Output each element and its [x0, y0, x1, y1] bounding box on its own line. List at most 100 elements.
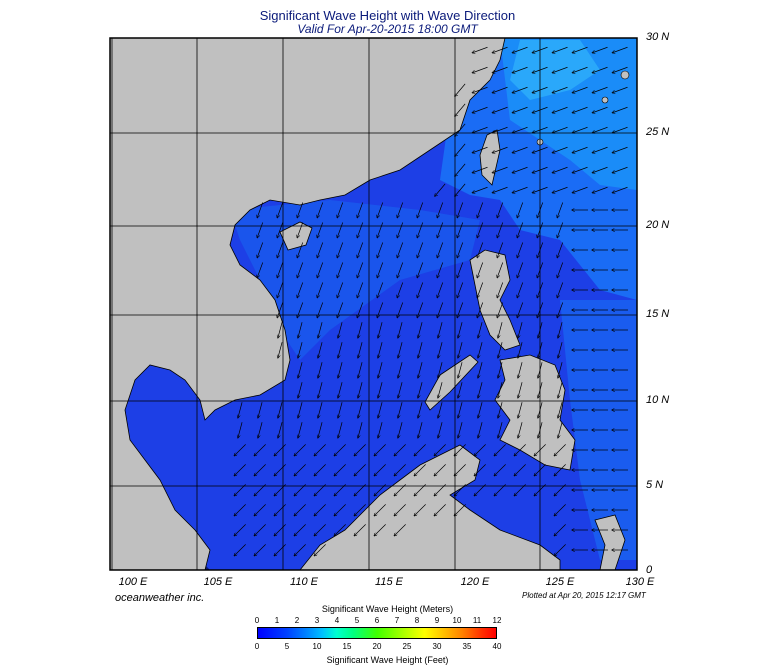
wave-direction-arrow	[297, 282, 304, 297]
wave-direction-arrow	[554, 504, 566, 515]
wave-direction-arrow	[297, 222, 304, 237]
wave-direction-arrow	[438, 362, 443, 377]
wave-direction-arrow	[298, 382, 303, 397]
wave-direction-arrow	[457, 302, 464, 317]
wave-direction-arrow	[538, 322, 543, 337]
wave-direction-arrow	[532, 86, 548, 92]
wave-direction-arrow	[454, 504, 466, 515]
wave-direction-arrow	[358, 382, 363, 397]
wave-direction-arrow	[478, 402, 483, 417]
wave-direction-arrows	[234, 46, 628, 555]
wave-direction-arrow	[518, 382, 523, 397]
wave-direction-arrow	[478, 322, 483, 337]
lon-label: 125 E	[545, 576, 575, 588]
wave-direction-arrow	[517, 202, 524, 217]
wave-direction-arrow	[234, 524, 246, 535]
wave-direction-arrow	[294, 464, 306, 475]
meters-tick: 7	[394, 616, 400, 625]
wave-direction-arrow	[537, 262, 544, 277]
wave-direction-arrow	[572, 66, 588, 72]
wave-direction-arrow	[398, 362, 403, 377]
wave-direction-arrow	[394, 484, 406, 495]
wave-direction-arrow	[437, 242, 444, 257]
wave-direction-arrow	[554, 484, 566, 495]
wave-direction-arrow	[254, 544, 266, 555]
wave-direction-arrow	[497, 202, 504, 217]
wave-direction-arrow	[537, 282, 544, 297]
feet-tick: 15	[342, 642, 352, 651]
wave-direction-arrow	[354, 504, 366, 515]
wave-direction-arrow	[558, 342, 563, 357]
wave-direction-arrow	[498, 402, 503, 417]
wave-direction-arrow	[374, 504, 386, 515]
wave-direction-arrow	[557, 262, 564, 277]
lon-label: 115 E	[375, 576, 403, 588]
wave-direction-arrow	[314, 524, 326, 535]
wave-direction-arrow	[437, 302, 444, 317]
mainland-asia-land	[110, 38, 506, 570]
wave-direction-arrow	[532, 186, 548, 192]
wave-direction-arrow	[418, 402, 423, 417]
wave-direction-arrow	[554, 544, 566, 555]
wave-direction-arrow	[517, 302, 524, 317]
wave-direction-arrow	[298, 342, 303, 357]
wave-direction-arrow	[254, 464, 266, 475]
lon-label: 105 E	[203, 576, 233, 588]
wave-direction-arrow	[554, 464, 566, 475]
wave-direction-arrow	[612, 186, 628, 192]
wave-direction-arrow	[277, 302, 284, 317]
wave-direction-arrow	[257, 202, 264, 217]
wave-direction-arrow	[457, 222, 464, 237]
wave-direction-arrow	[572, 86, 588, 92]
wave-direction-arrow	[532, 166, 548, 172]
wave-direction-arrow	[334, 524, 346, 535]
wave-direction-arrow	[457, 282, 464, 297]
wave-direction-arrow	[534, 484, 546, 495]
wave-direction-arrow	[592, 46, 608, 52]
wave-direction-arrow	[418, 382, 423, 397]
wave-direction-arrow	[477, 242, 484, 257]
feet-tick: 10	[312, 642, 322, 651]
wave-direction-arrow	[472, 106, 488, 112]
wave-direction-arrow	[612, 126, 628, 132]
wave-direction-arrow	[357, 202, 364, 217]
wave-direction-arrow	[337, 262, 344, 277]
wave-direction-arrow	[498, 342, 503, 357]
wave-direction-arrow	[532, 66, 548, 72]
wave-direction-arrow	[397, 262, 404, 277]
wave-direction-arrow	[377, 222, 384, 237]
wave-direction-arrow	[357, 302, 364, 317]
wave-direction-arrow	[454, 444, 466, 455]
wave-direction-arrow	[474, 464, 486, 475]
wave-direction-arrow	[294, 524, 306, 535]
wave-direction-arrow	[477, 262, 484, 277]
wave-direction-arrow	[517, 262, 524, 277]
wave-direction-arrow	[354, 444, 366, 455]
wave-direction-arrow	[274, 544, 286, 555]
wave-direction-arrow	[434, 504, 446, 515]
sulawesi-land	[594, 514, 626, 570]
wave-direction-arrow	[234, 484, 246, 495]
wave-direction-arrow	[414, 484, 426, 495]
wave-direction-arrow	[472, 146, 488, 152]
colorbar-meters-title: Significant Wave Height (Meters)	[321, 604, 454, 614]
wave-direction-arrow	[458, 322, 463, 337]
wave-direction-arrow	[414, 504, 426, 515]
wave-direction-arrow	[257, 242, 264, 257]
wave-direction-arrow	[492, 126, 508, 132]
wave-direction-arrow	[458, 422, 463, 437]
lat-label: 10 N	[646, 394, 670, 406]
wave-direction-arrow	[274, 444, 286, 455]
wave-direction-arrow	[497, 242, 504, 257]
wave-direction-arrow	[357, 262, 364, 277]
wave-direction-arrow	[354, 484, 366, 495]
lat-lon-grid	[110, 38, 637, 570]
wave-direction-arrow	[472, 126, 488, 132]
wave-direction-arrow	[437, 222, 444, 237]
wave-direction-arrow	[455, 83, 466, 96]
wave-direction-arrow	[358, 362, 363, 377]
wave-direction-arrow	[234, 504, 246, 515]
wave-direction-arrow	[374, 464, 386, 475]
wave-direction-arrow	[435, 183, 446, 196]
